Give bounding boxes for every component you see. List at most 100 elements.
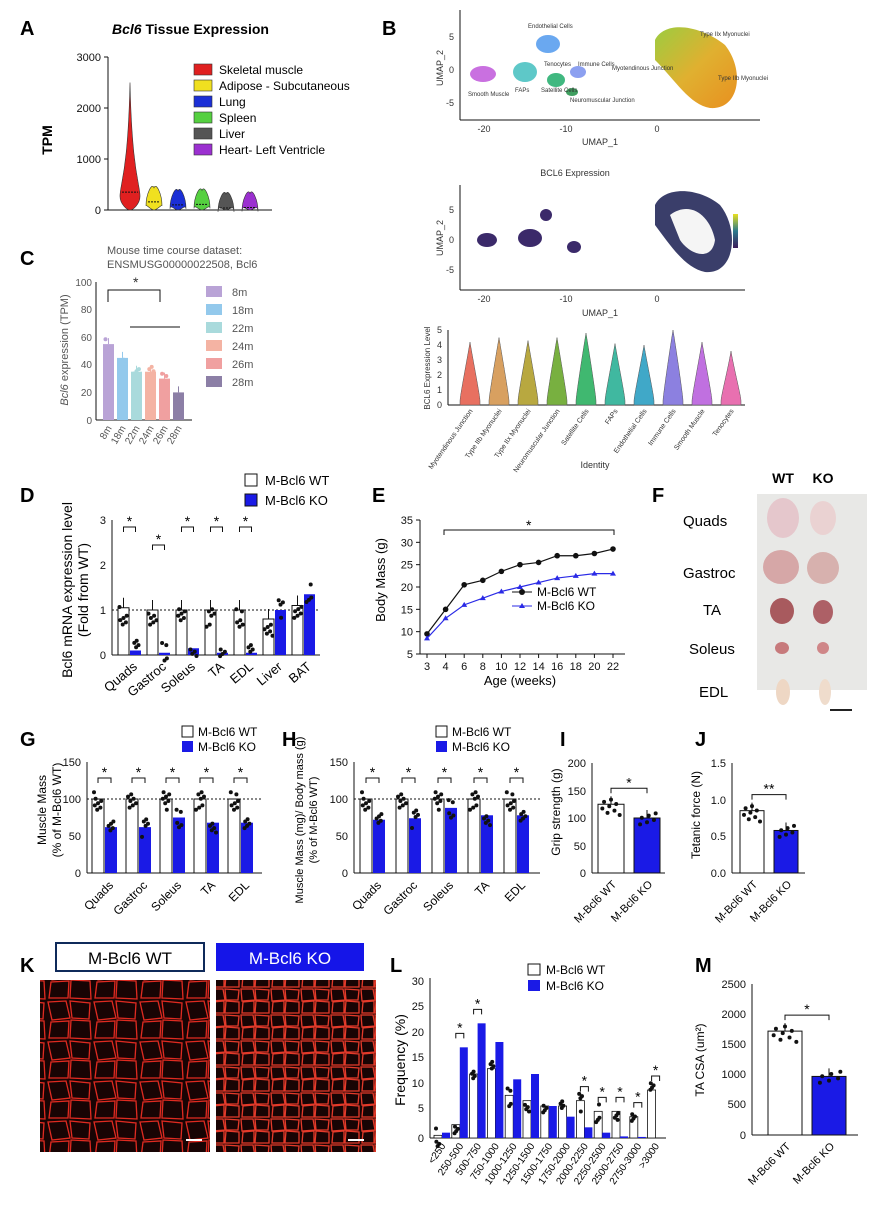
panel-a: A Bcl6 Tissue Expression TPM 3000 2000 1…: [20, 18, 350, 217]
data-point: [308, 582, 313, 587]
data-point: [131, 796, 136, 801]
y-tick-label: 0.5: [711, 831, 726, 843]
data-point: [92, 803, 97, 808]
data-point: [280, 600, 285, 605]
data-point: [120, 622, 125, 627]
data-point: [218, 647, 223, 652]
data-point: [164, 643, 169, 648]
bar-wt: [125, 798, 139, 874]
y-tick-label: 30: [412, 976, 424, 988]
data-point: [424, 635, 430, 641]
bars: M-Bcl6 WTM-Bcl6 KO *: [746, 1001, 847, 1188]
data-point: [758, 819, 762, 824]
bar-wt: [91, 798, 105, 874]
bar-ko: [602, 1132, 611, 1138]
legend-swatch-wt: [244, 473, 258, 487]
significance-marker: *: [156, 531, 162, 547]
cluster-label: Smooth Muscle: [468, 92, 510, 98]
data-point: [151, 620, 156, 625]
violin: [575, 332, 597, 406]
significance-bracket: [579, 1086, 589, 1092]
data-point: [194, 807, 198, 812]
muscle-gastroc-ko: [807, 552, 839, 584]
significance-marker: *: [102, 764, 108, 780]
significance-marker: **: [764, 781, 775, 797]
significance-bracket: [131, 777, 146, 783]
y-ticks: 3 2 1 0: [100, 515, 106, 662]
data-point: [148, 616, 153, 620]
significance-marker: *: [626, 774, 632, 790]
data-point: [210, 607, 215, 612]
data-point: [121, 357, 126, 362]
y-tick-label: 2: [100, 560, 106, 572]
data-point: [836, 1076, 841, 1081]
significance-bracket: [473, 777, 488, 783]
data-point: [239, 609, 244, 614]
axis-ticks: 35 30 25 20 15 10 53 4 6 8 10 12 14 16 18 20 22: [401, 515, 619, 673]
bar-ko: [442, 1132, 450, 1138]
bar-wt: [431, 798, 445, 874]
data-point: [96, 801, 100, 806]
data-point: [270, 633, 275, 638]
data-point: [438, 799, 443, 803]
data-point: [508, 807, 512, 812]
data-point: [572, 572, 579, 578]
x-tick-label: EDL: [227, 659, 256, 687]
significance-bracket: [123, 526, 136, 532]
legend-swatch: [193, 127, 213, 140]
y-tick-label: 4: [437, 340, 442, 350]
x-tick-label: Quads: [349, 878, 384, 913]
bar-ko: [531, 1074, 539, 1138]
data-point: [160, 640, 165, 645]
y-tick-label: 15: [401, 604, 413, 616]
y-tick-label: 200: [568, 758, 586, 770]
x-axis-label: UMAP_1: [582, 137, 618, 147]
x-tick-label: M-Bcl6 WT: [746, 1140, 793, 1187]
data-point: [262, 627, 267, 632]
significance-bracket: [455, 1032, 465, 1039]
data-point: [597, 1102, 601, 1107]
panel-g: G M-Bcl6 WT M-Bcl6 KO Muscle Mass (% of …: [20, 725, 262, 918]
data-point: [753, 815, 758, 820]
data-point: [103, 337, 108, 342]
data-point: [424, 631, 430, 637]
data-point: [396, 794, 400, 799]
row-label: EDL: [699, 684, 728, 701]
data-point: [148, 622, 153, 627]
bar-ko: [241, 822, 253, 873]
data-point: [433, 790, 438, 795]
x-tick-label: EDL: [226, 878, 253, 905]
data-point: [234, 792, 239, 797]
data-point: [780, 1031, 785, 1036]
significance-marker: *: [478, 764, 484, 780]
data-point: [473, 790, 478, 795]
data-point: [491, 1064, 496, 1069]
data-point: [366, 805, 371, 810]
y-tick-label: 0: [418, 1133, 424, 1145]
x-tick-label: BAT: [286, 659, 314, 686]
data-point: [777, 834, 782, 839]
data-point: [591, 550, 598, 557]
data-point: [505, 803, 510, 808]
y-tick-label: 0: [342, 868, 348, 880]
significance-marker: *: [127, 513, 133, 529]
data-point: [455, 1126, 460, 1131]
cluster-points: [477, 233, 497, 247]
data-point: [511, 805, 516, 810]
significance-bracket: [633, 1102, 643, 1108]
data-point: [176, 613, 181, 618]
y-tick-label: 0: [449, 65, 454, 75]
bar-ko: [620, 1136, 628, 1138]
y-axis-label: TA CSA (um²): [693, 1023, 707, 1096]
data-point: [177, 398, 182, 403]
bar-ko: [548, 1106, 557, 1138]
significance-marker: *: [133, 274, 139, 290]
y-tick-label: 2500: [722, 979, 746, 991]
panel-e: E Body Mass (g) Age (weeks) 35 30 25 20 15 10…: [372, 485, 625, 688]
cluster-label: FAPs: [515, 88, 529, 94]
significance-marker: *: [514, 764, 520, 780]
panel-k: K M-Bcl6 WT M-Bcl6 KO: [20, 942, 376, 1152]
bar-ko: [584, 1127, 593, 1138]
data-point: [98, 805, 103, 810]
data-point: [200, 803, 205, 808]
